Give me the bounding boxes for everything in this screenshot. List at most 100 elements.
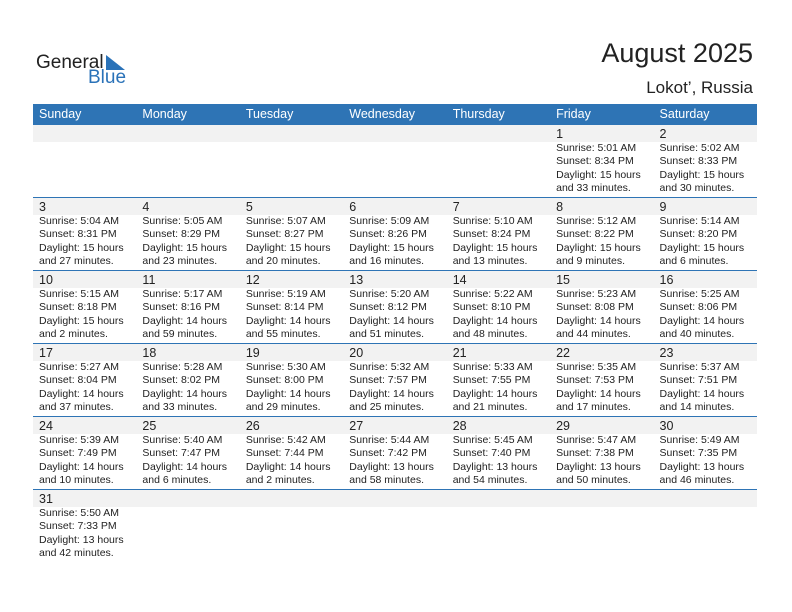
- sunset-text: Sunset: 7:38 PM: [556, 447, 634, 460]
- weekday-sunday: Sunday: [39, 107, 82, 121]
- week-row: 24 Sunrise: 5:39 AM Sunset: 7:49 PM Dayligh…: [33, 417, 757, 490]
- daylight-text: Daylight: 15 hours: [659, 168, 745, 181]
- daylight-text: Daylight: 14 hours: [349, 387, 434, 400]
- day-number: 26: [239, 417, 344, 434]
- sunrise-text: Sunrise: 5:10 AM: [452, 215, 533, 227]
- minutes-text: and 55 minutes.: [245, 328, 321, 341]
- day-number: 14: [446, 271, 551, 288]
- day-number: 22: [550, 344, 654, 361]
- day-cell: 14 Sunrise: 5:22 AM Sunset: 8:10 PM Dayligh…: [446, 271, 551, 343]
- day-cell: 25 Sunrise: 5:40 AM Sunset: 7:47 PM Dayligh…: [136, 417, 240, 489]
- day-info: Sunrise: 5:35 AM Sunset: 7:53 PM Daylight:…: [550, 361, 653, 415]
- daylight-text: Daylight: 15 hours: [659, 241, 745, 254]
- sunset-text: Sunset: 7:51 PM: [659, 374, 738, 387]
- day-number: 8: [550, 198, 654, 215]
- day-cell: 8 Sunrise: 5:12 AM Sunset: 8:22 PM Daylight…: [550, 198, 654, 270]
- sunset-text: Sunset: 7:33 PM: [39, 520, 117, 533]
- minutes-text: and 6 minutes.: [142, 474, 212, 487]
- day-number: 25: [136, 417, 240, 434]
- daylight-text: Daylight: 15 hours: [245, 241, 331, 254]
- day-info: Sunrise: 5:27 AM Sunset: 8:04 PM Daylight:…: [33, 361, 136, 415]
- minutes-text: and 14 minutes.: [659, 401, 735, 414]
- minutes-text: and 13 minutes.: [452, 255, 528, 268]
- day-number: 29: [550, 417, 654, 434]
- day-info: Sunrise: 5:10 AM Sunset: 8:24 PM Daylight:…: [447, 215, 550, 269]
- day-info: Sunrise: 5:39 AM Sunset: 7:49 PM Daylight:…: [33, 434, 136, 488]
- week-row: 1 Sunrise: 5:01 AM Sunset: 8:34 PM Daylight…: [33, 125, 757, 198]
- minutes-text: and 58 minutes.: [349, 474, 424, 487]
- day-info: Sunrise: 5:33 AM Sunset: 7:55 PM Daylight:…: [447, 361, 550, 415]
- minutes-text: and 37 minutes.: [39, 401, 114, 414]
- minutes-text: and 10 minutes.: [39, 474, 114, 487]
- week-row: 31 Sunrise: 5:50 AM Sunset: 7:33 PM Dayligh…: [33, 490, 757, 562]
- sunrise-text: Sunrise: 5:14 AM: [659, 215, 740, 227]
- empty-cell: [239, 490, 344, 562]
- minutes-text: and 40 minutes.: [659, 328, 735, 341]
- sunrise-text: Sunrise: 5:28 AM: [142, 361, 223, 373]
- week-row: 3 Sunrise: 5:04 AM Sunset: 8:31 PM Daylight…: [33, 198, 757, 271]
- day-number: 13: [343, 271, 447, 288]
- day-number: 7: [446, 198, 551, 215]
- location: Lokot’, Russia: [646, 78, 753, 97]
- sunrise-text: Sunrise: 5:50 AM: [39, 507, 119, 519]
- daylight-text: Daylight: 14 hours: [245, 460, 331, 473]
- minutes-text: and 54 minutes.: [452, 474, 528, 487]
- daylight-text: Daylight: 15 hours: [39, 241, 124, 254]
- empty-cell: [343, 125, 447, 197]
- daylight-text: Daylight: 14 hours: [39, 460, 124, 473]
- day-info: Sunrise: 5:09 AM Sunset: 8:26 PM Daylight:…: [343, 215, 446, 269]
- logo-text-blue: Blue: [88, 67, 127, 88]
- minutes-text: and 48 minutes.: [452, 328, 528, 341]
- minutes-text: and 33 minutes.: [142, 401, 218, 414]
- weekday-friday: Friday: [556, 107, 591, 121]
- daylight-text: Daylight: 15 hours: [39, 314, 124, 327]
- weekday-tuesday: Tuesday: [245, 107, 294, 121]
- daylight-text: Daylight: 14 hours: [245, 314, 331, 327]
- sunrise-text: Sunrise: 5:19 AM: [245, 288, 326, 300]
- sunrise-text: Sunrise: 5:25 AM: [659, 288, 740, 300]
- daylight-text: Daylight: 15 hours: [349, 241, 434, 254]
- minutes-text: and 59 minutes.: [142, 328, 218, 341]
- empty-cell: [446, 125, 551, 197]
- day-number: 6: [343, 198, 447, 215]
- daylight-text: Daylight: 14 hours: [142, 460, 228, 473]
- sunrise-text: Sunrise: 5:17 AM: [142, 288, 223, 300]
- day-info: Sunrise: 5:42 AM Sunset: 7:44 PM Daylight:…: [240, 434, 343, 488]
- day-info: Sunrise: 5:30 AM Sunset: 8:00 PM Daylight:…: [240, 361, 343, 415]
- calendar-grid: Sunday Monday Tuesday Wednesday Thursday Frid…: [33, 104, 757, 562]
- day-number: 5: [239, 198, 344, 215]
- day-number: 27: [343, 417, 447, 434]
- day-number: [550, 490, 654, 507]
- day-info: Sunrise: 5:14 AM Sunset: 8:20 PM Daylight:…: [654, 215, 757, 269]
- daylight-text: Daylight: 14 hours: [142, 387, 228, 400]
- sunrise-text: Sunrise: 5:27 AM: [39, 361, 119, 373]
- day-info: Sunrise: 5:04 AM Sunset: 8:31 PM Daylight:…: [33, 215, 136, 269]
- daylight-text: Daylight: 14 hours: [452, 314, 538, 327]
- minutes-text: and 50 minutes.: [556, 474, 631, 487]
- day-info: Sunrise: 5:45 AM Sunset: 7:40 PM Daylight:…: [447, 434, 550, 488]
- sunset-text: Sunset: 8:08 PM: [556, 301, 634, 314]
- minutes-text: and 9 minutes.: [556, 255, 625, 268]
- sunrise-text: Sunrise: 5:07 AM: [245, 215, 326, 227]
- day-info: Sunrise: 5:02 AM Sunset: 8:33 PM Daylight:…: [654, 142, 757, 196]
- sunrise-text: Sunrise: 5:37 AM: [659, 361, 740, 373]
- sunset-text: Sunset: 8:33 PM: [659, 155, 738, 168]
- daylight-text: Daylight: 14 hours: [39, 387, 124, 400]
- day-cell: 11 Sunrise: 5:17 AM Sunset: 8:16 PM Dayligh…: [136, 271, 240, 343]
- minutes-text: and 29 minutes.: [245, 401, 321, 414]
- day-number: 16: [653, 271, 757, 288]
- sunset-text: Sunset: 7:42 PM: [349, 447, 427, 460]
- day-number: 28: [446, 417, 551, 434]
- daylight-text: Daylight: 13 hours: [39, 533, 124, 546]
- sunrise-text: Sunrise: 5:04 AM: [39, 215, 119, 227]
- day-number: [343, 125, 447, 142]
- day-number: 15: [550, 271, 654, 288]
- sunrise-text: Sunrise: 5:44 AM: [349, 434, 430, 446]
- day-info: Sunrise: 5:40 AM Sunset: 7:47 PM Daylight:…: [136, 434, 239, 488]
- daylight-text: Daylight: 15 hours: [142, 241, 228, 254]
- day-number: 11: [136, 271, 240, 288]
- day-info: Sunrise: 5:05 AM Sunset: 8:29 PM Daylight:…: [136, 215, 239, 269]
- sunrise-text: Sunrise: 5:12 AM: [556, 215, 637, 227]
- minutes-text: and 2 minutes.: [39, 328, 108, 341]
- sunset-text: Sunset: 7:57 PM: [349, 374, 427, 387]
